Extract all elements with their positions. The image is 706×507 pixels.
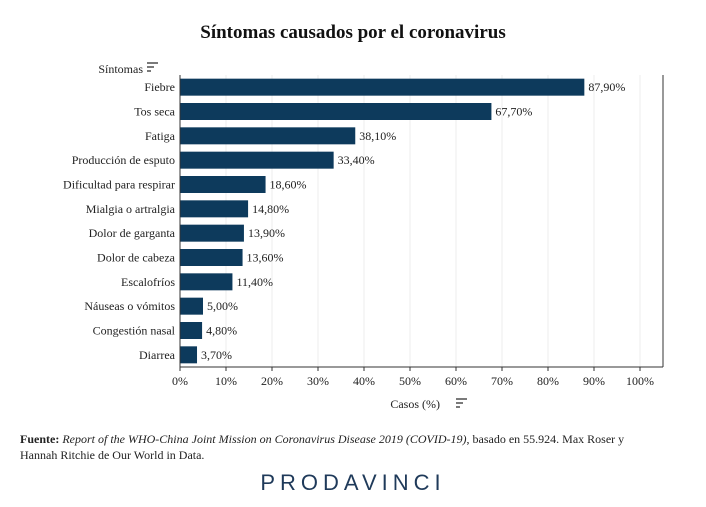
data-label: 33,40% bbox=[338, 153, 375, 167]
chart-title: Síntomas causados por el coronavirus bbox=[200, 22, 506, 43]
sort-icon[interactable] bbox=[147, 62, 158, 72]
sort-icon[interactable] bbox=[456, 398, 467, 408]
data-label: 87,90% bbox=[588, 80, 625, 94]
bar-chart: Fiebre Tos seca Fatiga Producción de esputo… bbox=[63, 62, 664, 411]
data-label: 4,80% bbox=[206, 324, 237, 338]
x-tick-label: 50% bbox=[399, 374, 421, 388]
data-label: 5,00% bbox=[207, 299, 238, 313]
bar[interactable] bbox=[180, 297, 203, 315]
source-report: Report of the WHO-China Joint Mission on… bbox=[62, 432, 467, 446]
category-label: Fiebre bbox=[144, 80, 175, 94]
bar[interactable] bbox=[180, 176, 266, 193]
category-label: Tos seca bbox=[134, 105, 175, 119]
x-tick-label: 100% bbox=[626, 374, 654, 388]
bar[interactable] bbox=[180, 127, 356, 145]
bar[interactable] bbox=[180, 151, 334, 169]
x-tick-label: 60% bbox=[445, 374, 467, 388]
bar[interactable] bbox=[180, 346, 198, 364]
bars bbox=[180, 78, 585, 364]
bar[interactable] bbox=[180, 103, 492, 120]
data-label: 3,70% bbox=[201, 348, 232, 362]
x-tick-label: 70% bbox=[491, 374, 513, 388]
data-label: 38,10% bbox=[359, 129, 396, 143]
x-tick-label: 40% bbox=[353, 374, 375, 388]
data-label: 67,70% bbox=[495, 105, 532, 119]
brand-logo: PRODAVINCI bbox=[260, 470, 446, 495]
category-label: Dificultad para respirar bbox=[63, 178, 175, 192]
bar[interactable] bbox=[180, 224, 244, 242]
bar[interactable] bbox=[180, 78, 585, 96]
category-label: Fatiga bbox=[145, 129, 176, 143]
category-label: Náuseas o vómitos bbox=[84, 299, 175, 313]
gridlines bbox=[225, 75, 641, 367]
source-prefix: Fuente: bbox=[20, 432, 60, 446]
x-tick-label: 80% bbox=[537, 374, 559, 388]
y-axis-label: Síntomas bbox=[98, 62, 143, 76]
x-tick-label: 90% bbox=[583, 374, 605, 388]
x-axis-label: Casos (%) bbox=[390, 397, 440, 411]
bar[interactable] bbox=[180, 249, 243, 266]
category-label: Escalofríos bbox=[121, 275, 175, 289]
x-tick-label: 0% bbox=[172, 374, 188, 388]
data-label: 13,90% bbox=[248, 226, 285, 240]
category-label: Mialgia o artralgia bbox=[86, 202, 176, 216]
x-tick-labels: 0% 10% 20% 30% 40% 50% 60% 70% 80% 90% 100% bbox=[172, 367, 654, 388]
x-tick-label: 10% bbox=[215, 374, 237, 388]
data-label: 13,60% bbox=[247, 251, 284, 265]
bar[interactable] bbox=[180, 322, 203, 339]
category-labels: Fiebre Tos seca Fatiga Producción de esputo… bbox=[63, 80, 176, 362]
data-label: 11,40% bbox=[236, 275, 273, 289]
x-tick-label: 20% bbox=[261, 374, 283, 388]
category-label: Dolor de cabeza bbox=[97, 251, 176, 265]
category-label: Producción de esputo bbox=[72, 153, 175, 167]
bar[interactable] bbox=[180, 200, 249, 218]
x-tick-label: 30% bbox=[307, 374, 329, 388]
value-labels: 87,90% 67,70% 38,10% 33,40% 18,60% 14,80% 13,9… bbox=[201, 80, 625, 362]
category-label: Diarrea bbox=[139, 348, 176, 362]
source-note: Fuente: Report of the WHO-China Joint Mi… bbox=[20, 431, 660, 463]
bar[interactable] bbox=[180, 273, 233, 291]
source-rest: , basado en 55.924. Max Roser y Hannah R… bbox=[20, 432, 625, 462]
category-label: Dolor de garganta bbox=[89, 226, 176, 240]
category-label: Congestión nasal bbox=[93, 324, 176, 338]
data-label: 14,80% bbox=[252, 202, 289, 216]
data-label: 18,60% bbox=[270, 178, 307, 192]
